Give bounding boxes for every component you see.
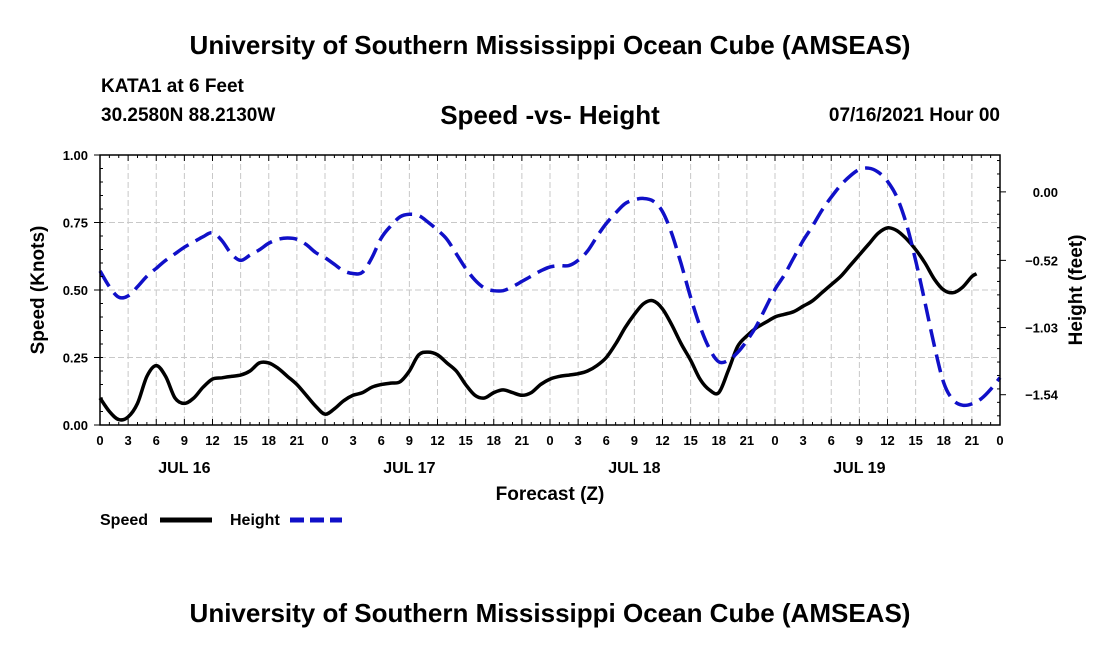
station-coordinates: 30.2580N 88.2130W bbox=[101, 105, 276, 126]
x-tick-label: 12 bbox=[655, 433, 669, 448]
x-tick-label: 12 bbox=[880, 433, 894, 448]
x-tick-label: 12 bbox=[205, 433, 219, 448]
day-label: JUL 18 bbox=[608, 460, 660, 477]
x-tick-label: 9 bbox=[406, 433, 413, 448]
x-tick-label: 0 bbox=[546, 433, 553, 448]
x-tick-label: 21 bbox=[515, 433, 529, 448]
x-tick-label: 9 bbox=[856, 433, 863, 448]
x-tick-label: 18 bbox=[937, 433, 951, 448]
y-right-tick-label: −0.52 bbox=[1025, 253, 1058, 268]
day-label: JUL 17 bbox=[383, 460, 435, 477]
y-axis-right-title: Height (feet) bbox=[1066, 235, 1087, 346]
x-tick-label: 15 bbox=[233, 433, 247, 448]
y-axis-left-title: Speed (Knots) bbox=[28, 226, 49, 355]
forecast-datetime: 07/16/2021 Hour 00 bbox=[828, 105, 1000, 126]
y-left-tick-label: 1.00 bbox=[63, 148, 88, 163]
x-tick-label: 18 bbox=[262, 433, 276, 448]
y-left-tick-label: 0.00 bbox=[63, 418, 88, 433]
x-tick-label: 3 bbox=[125, 433, 132, 448]
series-line-speed bbox=[98, 226, 978, 422]
x-tick-label: 3 bbox=[350, 433, 357, 448]
axis-ticks: 0 3 6 9 12 15 18 21 0 3 6 9 12 15 18 21 0 3 6 9 12 15 18 21 0 3 6 9… bbox=[63, 148, 1059, 477]
y-left-tick-label: 0.75 bbox=[63, 216, 88, 231]
x-tick-label: 0 bbox=[321, 433, 328, 448]
x-tick-label: 3 bbox=[800, 433, 807, 448]
x-tick-label: 6 bbox=[828, 433, 835, 448]
legend: Speed Height bbox=[100, 512, 342, 529]
x-tick-label: 6 bbox=[378, 433, 385, 448]
x-tick-label: 0 bbox=[96, 433, 103, 448]
x-tick-label: 0 bbox=[996, 433, 1003, 448]
day-label: JUL 19 bbox=[833, 460, 885, 477]
chart-title: Speed -vs- Height bbox=[440, 100, 660, 130]
y-left-tick-label: 0.25 bbox=[63, 351, 88, 366]
x-tick-label: 18 bbox=[712, 433, 726, 448]
x-tick-label: 18 bbox=[487, 433, 501, 448]
footer-title: University of Southern Mississippi Ocean… bbox=[189, 598, 911, 628]
y-right-tick-label: −1.54 bbox=[1025, 388, 1059, 403]
day-label: JUL 16 bbox=[158, 460, 210, 477]
y-right-tick-label: 0.00 bbox=[1033, 185, 1058, 200]
x-axis-title: Forecast (Z) bbox=[496, 484, 605, 505]
y-right-tick-label: −1.03 bbox=[1025, 321, 1058, 336]
x-tick-label: 15 bbox=[683, 433, 697, 448]
x-tick-label: 15 bbox=[458, 433, 472, 448]
legend-speed-label: Speed bbox=[100, 512, 148, 529]
main-title: University of Southern Mississippi Ocean… bbox=[189, 30, 911, 60]
x-tick-label: 21 bbox=[290, 433, 304, 448]
x-tick-label: 15 bbox=[908, 433, 922, 448]
grid bbox=[100, 155, 1000, 425]
x-tick-label: 9 bbox=[631, 433, 638, 448]
x-tick-label: 21 bbox=[740, 433, 754, 448]
x-tick-label: 0 bbox=[771, 433, 778, 448]
x-tick-label: 3 bbox=[575, 433, 582, 448]
series-lines bbox=[98, 166, 1002, 422]
y-left-tick-label: 0.50 bbox=[63, 283, 88, 298]
x-tick-label: 12 bbox=[430, 433, 444, 448]
station-label: KATA1 at 6 Feet bbox=[101, 76, 244, 97]
x-tick-label: 6 bbox=[603, 433, 610, 448]
x-tick-label: 6 bbox=[153, 433, 160, 448]
x-tick-label: 21 bbox=[965, 433, 979, 448]
legend-height-label: Height bbox=[230, 512, 280, 529]
series-line-height bbox=[98, 166, 1002, 408]
x-tick-label: 9 bbox=[181, 433, 188, 448]
